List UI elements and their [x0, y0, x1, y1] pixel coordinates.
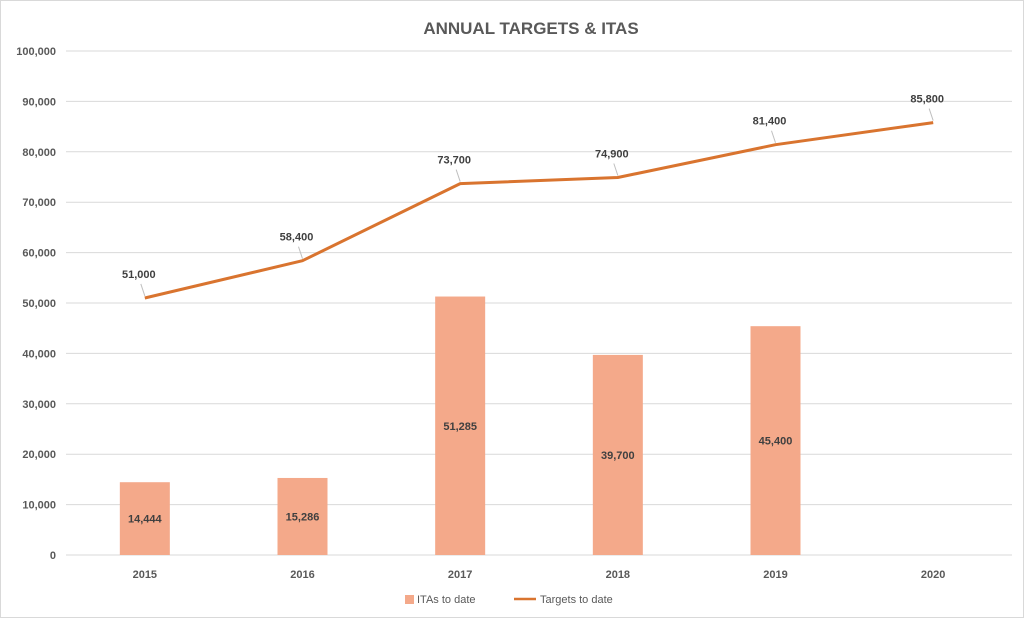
label-leader-line	[298, 246, 303, 259]
label-leader-line	[455, 169, 461, 182]
legend-line-label: Targets to date	[540, 594, 613, 606]
x-tick-label: 2015	[133, 569, 157, 581]
bar	[750, 326, 801, 555]
legend: ITAs to date Targets to date	[405, 594, 613, 606]
bar	[592, 354, 643, 555]
y-tick-label: 90,000	[22, 96, 56, 108]
line-data-label: 85,800	[910, 94, 944, 106]
y-tick-label: 80,000	[22, 147, 56, 159]
line-series	[144, 121, 934, 300]
y-tick-label: 70,000	[22, 197, 56, 209]
y-tick-label: 0	[50, 550, 56, 562]
bar	[119, 482, 170, 555]
x-axis: 2015 2016 2017 2018 2019 2020	[133, 569, 946, 581]
bar-data-label: 39,700	[601, 450, 635, 462]
chart-title: ANNUAL TARGETS & ITAS	[423, 19, 638, 38]
x-tick-label: 2018	[606, 569, 630, 581]
bar-data-label: 45,400	[759, 436, 793, 448]
x-tick-label: 2020	[921, 569, 945, 581]
y-tick-label: 50,000	[22, 298, 56, 310]
bar	[435, 296, 486, 555]
bar-data-label: 14,444	[128, 514, 163, 526]
y-tick-label: 30,000	[22, 399, 56, 411]
line-data-label: 81,400	[753, 116, 787, 128]
data-labels: 14,444 15,286 51,285 39,700 45,400 51,000 58,4…	[122, 94, 944, 526]
y-tick-label: 100,000	[16, 46, 56, 58]
legend-bar-swatch	[405, 595, 414, 604]
targets-line	[144, 121, 934, 300]
bar-data-label: 15,286	[286, 511, 320, 523]
y-tick-label: 10,000	[22, 500, 56, 512]
x-tick-label: 2017	[448, 569, 472, 581]
label-leader-line	[928, 108, 934, 121]
bar-series	[119, 296, 801, 555]
line-data-label: 51,000	[122, 269, 156, 281]
legend-bar-label: ITAs to date	[417, 594, 476, 606]
line-data-label: 73,700	[437, 155, 471, 167]
bar	[277, 477, 328, 555]
y-axis: 0 10,000 20,000 30,000 40,000 50,000 60,000 70,…	[16, 46, 56, 562]
label-leader-line	[140, 283, 146, 297]
x-tick-label: 2016	[290, 569, 314, 581]
bar-data-label: 51,285	[443, 421, 477, 433]
line-data-label: 58,400	[280, 232, 314, 244]
y-tick-label: 60,000	[22, 248, 56, 260]
gridlines	[66, 50, 1012, 556]
label-leader-line	[613, 163, 619, 176]
label-leader-line	[771, 130, 776, 143]
x-tick-label: 2019	[763, 569, 787, 581]
y-tick-label: 40,000	[22, 348, 56, 360]
line-data-label: 74,900	[595, 149, 629, 161]
y-tick-label: 20,000	[22, 449, 56, 461]
